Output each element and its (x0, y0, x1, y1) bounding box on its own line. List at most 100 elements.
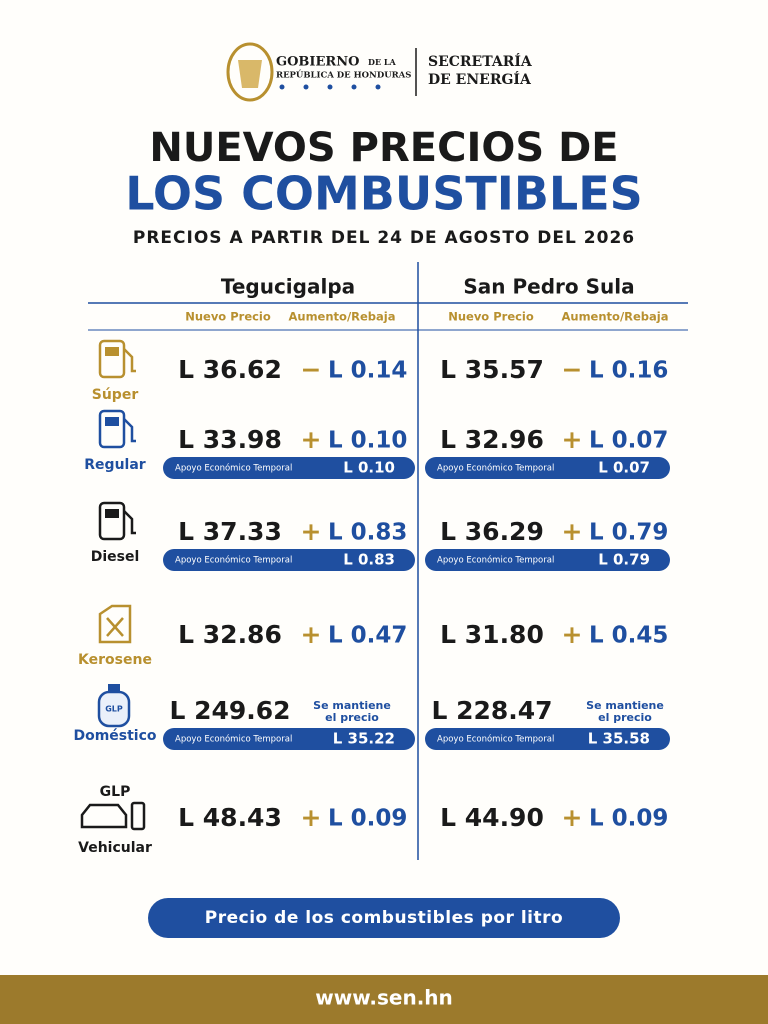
emblem (226, 42, 274, 102)
support-band (425, 728, 670, 750)
change-sign: + (562, 803, 583, 832)
price: L 36.62 (178, 355, 282, 384)
change: L 0.45 (589, 623, 668, 649)
fuel-label: Doméstico (73, 728, 156, 744)
pump-body (130, 801, 146, 831)
logo (226, 42, 274, 102)
change-sign: − (301, 355, 322, 384)
support-label: Apoyo Económico Temporal (437, 555, 554, 566)
column-subheader: Nuevo Precio (448, 310, 534, 324)
city-header: San Pedro Sula (463, 275, 634, 299)
change-note: el precio (325, 711, 379, 724)
pump-screen (105, 347, 119, 356)
change-note: el precio (598, 711, 652, 724)
change: L 0.79 (589, 520, 668, 546)
support-value: L 35.58 (588, 730, 650, 748)
support-value: L 0.79 (598, 551, 650, 569)
change-sign: + (562, 517, 583, 546)
emblem-shield (238, 60, 262, 88)
stars (279, 84, 381, 90)
support-band (163, 549, 415, 571)
footer-note: Precio de los combustibles por litro (205, 908, 563, 928)
change-sign: + (562, 620, 583, 649)
pump-body (98, 339, 126, 379)
secretaria: DE ENERGÍA (428, 70, 532, 88)
star (303, 84, 309, 90)
price: L 249.62 (169, 696, 290, 725)
change: L 0.09 (328, 806, 407, 832)
fuel-label: GLP (100, 784, 131, 800)
car (80, 803, 128, 829)
price: L 32.96 (440, 425, 544, 454)
change-sign: + (301, 517, 322, 546)
cylinder-valve (108, 684, 120, 692)
city-header: Tegucigalpa (221, 275, 355, 299)
support-label: Apoyo Económico Temporal (437, 734, 554, 745)
change-sign: + (301, 620, 322, 649)
fuel-icon (98, 409, 136, 449)
support-band (425, 457, 670, 479)
star (375, 84, 381, 90)
secretaria: SECRETARÍA (428, 52, 533, 70)
change-note: Se mantiene (313, 699, 391, 712)
fuel-icon (98, 501, 136, 541)
pump-body (98, 501, 126, 541)
pump-screen (105, 417, 119, 426)
fuel-icon (98, 604, 132, 644)
pump-hose (123, 348, 136, 373)
column-subheader: Nuevo Precio (185, 310, 271, 324)
subtitle: PRECIOS A PARTIR DEL 24 DE AGOSTO DEL 20… (133, 228, 635, 248)
price: L 32.86 (178, 620, 282, 649)
price: L 31.80 (440, 620, 544, 649)
fuel-label: Súper (92, 387, 139, 403)
change: L 0.09 (589, 806, 668, 832)
price: L 228.47 (431, 696, 552, 725)
change-note: Se mantiene (586, 699, 664, 712)
price: L 44.90 (440, 803, 544, 832)
fuel-label: Regular (84, 457, 146, 473)
gov-country: REPÚBLICA DE HONDURAS (276, 69, 411, 81)
pump-screen (105, 509, 119, 518)
support-value: L 0.10 (343, 459, 395, 477)
change: L 0.83 (328, 520, 407, 546)
column-subheader: Aumento/Rebaja (288, 310, 395, 324)
change-sign: + (301, 425, 322, 454)
change: L 0.07 (589, 428, 668, 454)
price: L 36.29 (440, 517, 544, 546)
title-line2: LOS COMBUSTIBLES (125, 167, 643, 221)
support-band (163, 728, 415, 750)
support-label: Apoyo Económico Temporal (175, 734, 292, 745)
fuel-icon: GLP (97, 684, 131, 728)
column-subheader: Aumento/Rebaja (561, 310, 668, 324)
pump-hose (123, 510, 136, 535)
support-value: L 0.07 (598, 459, 650, 477)
jerrycan-x (106, 617, 124, 637)
star (279, 84, 285, 90)
support-band (425, 549, 670, 571)
price: L 48.43 (178, 803, 282, 832)
star (351, 84, 357, 90)
change: L 0.10 (328, 428, 407, 454)
support-label: Apoyo Económico Temporal (175, 555, 292, 566)
footer-bar (0, 975, 768, 1024)
pump-hose (123, 418, 136, 443)
title-line1: NUEVOS PRECIOS DE (149, 125, 618, 171)
change-sign: + (562, 425, 583, 454)
price: L 35.57 (440, 355, 544, 384)
gov-name: GOBIERNO (276, 55, 359, 70)
support-value: L 0.83 (343, 551, 395, 569)
support-value: L 35.22 (333, 730, 395, 748)
support-band (163, 457, 415, 479)
footer-url: www.sen.hn (315, 986, 453, 1010)
change: L 0.14 (328, 358, 407, 384)
change-sign: − (562, 355, 583, 384)
gov-prep: DE LA (368, 57, 396, 67)
change: L 0.16 (589, 358, 668, 384)
fuel-icon (98, 339, 136, 379)
change: L 0.47 (328, 623, 407, 649)
price: L 33.98 (178, 425, 282, 454)
icon-text: GLP (105, 705, 123, 714)
star (327, 84, 333, 90)
fuel-icon (80, 801, 146, 831)
